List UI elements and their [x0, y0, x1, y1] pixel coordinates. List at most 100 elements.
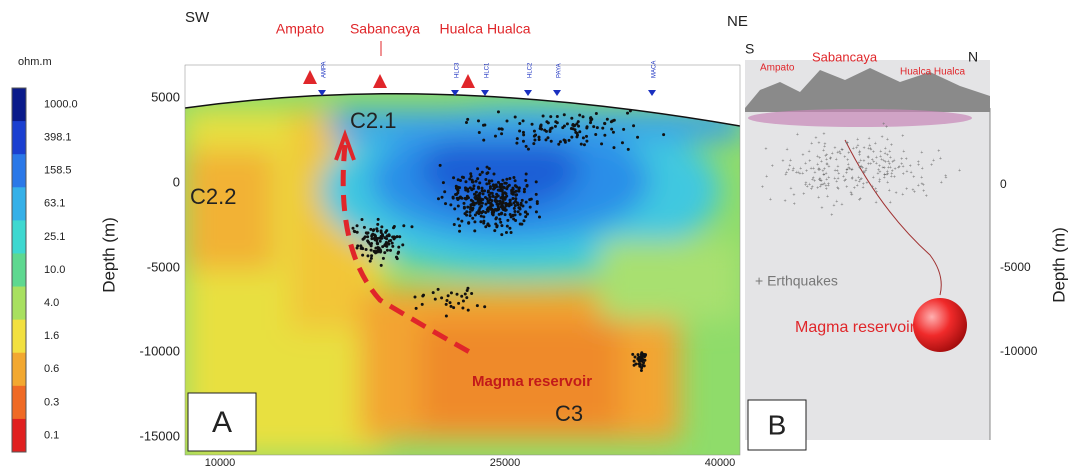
earthquake [531, 123, 534, 126]
earthquake [363, 237, 366, 240]
earthquake [585, 135, 588, 138]
earthquake [382, 257, 385, 260]
earthquake [380, 264, 383, 267]
earthquake [479, 173, 482, 176]
earthquake [559, 140, 562, 143]
colorbar-label: 10.0 [44, 264, 65, 276]
earthquake: + [917, 183, 920, 189]
earthquake: + [875, 190, 878, 196]
reservoir-label: Magma reservoir [472, 373, 592, 390]
earthquake [469, 172, 472, 175]
y-axis-label: Depth (m) [99, 217, 118, 293]
earthquake [508, 227, 511, 230]
earthquake [460, 220, 463, 223]
earthquake: + [826, 194, 829, 200]
legend-label: + Erthquakes [755, 273, 838, 289]
earthquake [377, 218, 380, 221]
earthquake [370, 249, 373, 252]
earthquake [594, 133, 597, 136]
earthquake [580, 143, 583, 146]
earthquake [576, 134, 579, 137]
earthquake: + [811, 177, 814, 183]
earthquake: + [906, 169, 909, 175]
earthquake [444, 202, 447, 205]
earthquake: + [822, 131, 825, 137]
earthquake [629, 109, 632, 112]
earthquake [460, 197, 463, 200]
earthquake [443, 190, 446, 193]
earthquake: + [878, 179, 881, 185]
earthquake [514, 115, 517, 118]
earthquake [352, 227, 355, 230]
earthquake [491, 204, 494, 207]
earthquake [520, 223, 523, 226]
y-tick-label: -5000 [1000, 260, 1031, 274]
earthquake [515, 142, 518, 145]
earthquake [582, 115, 585, 118]
earthquake [383, 251, 386, 254]
earthquake [498, 200, 501, 203]
earthquake [517, 188, 520, 191]
earthquake [514, 197, 517, 200]
earthquake: + [884, 146, 887, 152]
earthquake [500, 127, 503, 130]
earthquake: + [792, 166, 795, 172]
colorbar-swatch [12, 154, 26, 188]
earthquake: + [868, 143, 871, 149]
earthquake [473, 220, 476, 223]
earthquake: + [858, 179, 861, 185]
colorbar-swatch [12, 121, 26, 155]
earthquake [488, 182, 491, 185]
earthquake: + [872, 149, 875, 155]
earthquake [494, 209, 497, 212]
colorbar-swatch [12, 187, 26, 221]
earthquake [556, 115, 559, 118]
earthquake [363, 226, 366, 229]
magma-ball [913, 298, 967, 352]
earthquake [506, 219, 509, 222]
earthquake [367, 231, 370, 234]
earthquake [386, 234, 389, 237]
earthquake: + [781, 159, 784, 165]
volcano-label: Ampato [276, 21, 324, 37]
earthquake [376, 230, 379, 233]
earthquake: + [851, 175, 854, 181]
earthquake [489, 187, 492, 190]
earthquake: + [902, 149, 905, 155]
colorbar-swatch [12, 386, 26, 420]
anomaly-label: C3 [555, 401, 583, 426]
earthquake [525, 172, 528, 175]
earthquake [480, 205, 483, 208]
earthquake: + [884, 159, 887, 165]
earthquake [473, 196, 476, 199]
earthquake [479, 197, 482, 200]
earthquake [601, 127, 604, 130]
earthquake [510, 231, 513, 234]
earthquake [612, 131, 615, 134]
earthquake: + [835, 157, 838, 163]
earthquake [452, 306, 455, 309]
earthquake [487, 210, 490, 213]
earthquake: + [913, 189, 916, 195]
earthquake: + [865, 180, 868, 186]
earthquake [497, 181, 500, 184]
earthquake [450, 305, 453, 308]
earthquake: + [909, 163, 912, 169]
earthquake [466, 206, 469, 209]
earthquake [578, 130, 581, 133]
earthquake [458, 186, 461, 189]
earthquake [517, 206, 520, 209]
earthquake [478, 131, 481, 134]
earthquake: + [850, 192, 853, 198]
earthquake: + [814, 136, 817, 142]
earthquake [606, 118, 609, 121]
earthquake [526, 184, 529, 187]
earthquake: + [886, 152, 889, 158]
earthquake [369, 228, 372, 231]
earthquake [458, 224, 461, 227]
earthquake [517, 210, 520, 213]
earthquake [527, 148, 530, 151]
earthquake: + [824, 154, 827, 160]
earthquake: + [808, 159, 811, 165]
earthquake: + [901, 134, 904, 140]
